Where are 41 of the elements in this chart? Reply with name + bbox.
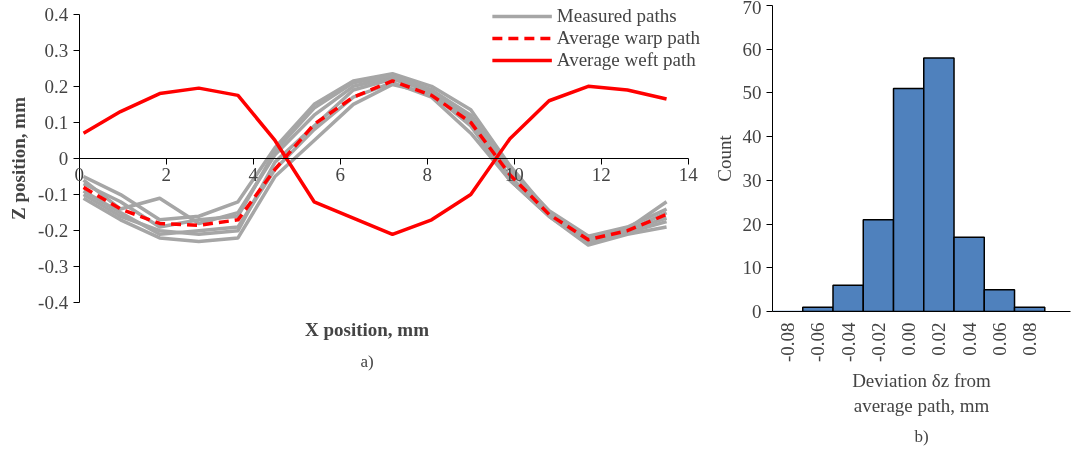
legend-label: Average weft path bbox=[556, 49, 696, 71]
y-tick-label: 30 bbox=[742, 169, 762, 191]
y-tick-label: -0.2 bbox=[38, 220, 69, 242]
y-tick-label: 0 bbox=[752, 301, 762, 322]
y-tick-label: 20 bbox=[742, 213, 762, 235]
text: a) bbox=[360, 351, 374, 371]
y-tick-label: 70 bbox=[742, 0, 762, 18]
y-tick-label: 60 bbox=[742, 38, 762, 60]
y-tick-label: -0.1 bbox=[38, 184, 69, 206]
y-tick-label: 0.4 bbox=[44, 3, 69, 25]
x-tick-label: -0.02 bbox=[867, 322, 889, 363]
x-axis-title: X position, mm bbox=[304, 318, 430, 340]
y-tick-label: 40 bbox=[742, 126, 762, 148]
x-tick-label: 0.08 bbox=[1019, 322, 1041, 356]
y-tick-label: 0.3 bbox=[44, 39, 69, 61]
y-tick-label: 0.1 bbox=[44, 111, 69, 133]
x-tick-label: 12 bbox=[591, 163, 611, 185]
y-tick-label: -0.3 bbox=[38, 256, 69, 278]
y-tick-label: 0 bbox=[58, 148, 69, 169]
x-tick-label: 0.00 bbox=[898, 322, 920, 356]
legend-label: Measured paths bbox=[556, 5, 677, 27]
x-axis-title: Deviation δz from average path, mm bbox=[852, 370, 992, 417]
x-tick-label: 0.06 bbox=[988, 322, 1010, 356]
x-tick-label: 2 bbox=[161, 163, 171, 185]
legend-label: Average warp path bbox=[556, 27, 700, 49]
x-tick-label: 14 bbox=[678, 163, 699, 185]
x-tick-label: 4 bbox=[248, 163, 259, 185]
x-tick-label: 0.04 bbox=[958, 322, 980, 356]
x-tick-label: -0.08 bbox=[777, 322, 799, 363]
x-tick-label: 6 bbox=[335, 163, 345, 185]
text: b) bbox=[914, 426, 929, 446]
x-tick-label: 0.02 bbox=[928, 322, 950, 356]
y-axis-title: Z position, mm bbox=[7, 96, 29, 220]
x-tick-label: -0.04 bbox=[837, 322, 859, 363]
y-tick-label: 10 bbox=[742, 257, 762, 279]
x-tick-label: -0.06 bbox=[807, 322, 829, 363]
y-axis-title: Count bbox=[713, 134, 735, 182]
x-tick-label: 8 bbox=[422, 163, 433, 185]
y-tick-label: -0.4 bbox=[38, 292, 69, 314]
y-tick-label: 0.2 bbox=[44, 75, 69, 97]
y-tick-label: 50 bbox=[742, 82, 762, 104]
